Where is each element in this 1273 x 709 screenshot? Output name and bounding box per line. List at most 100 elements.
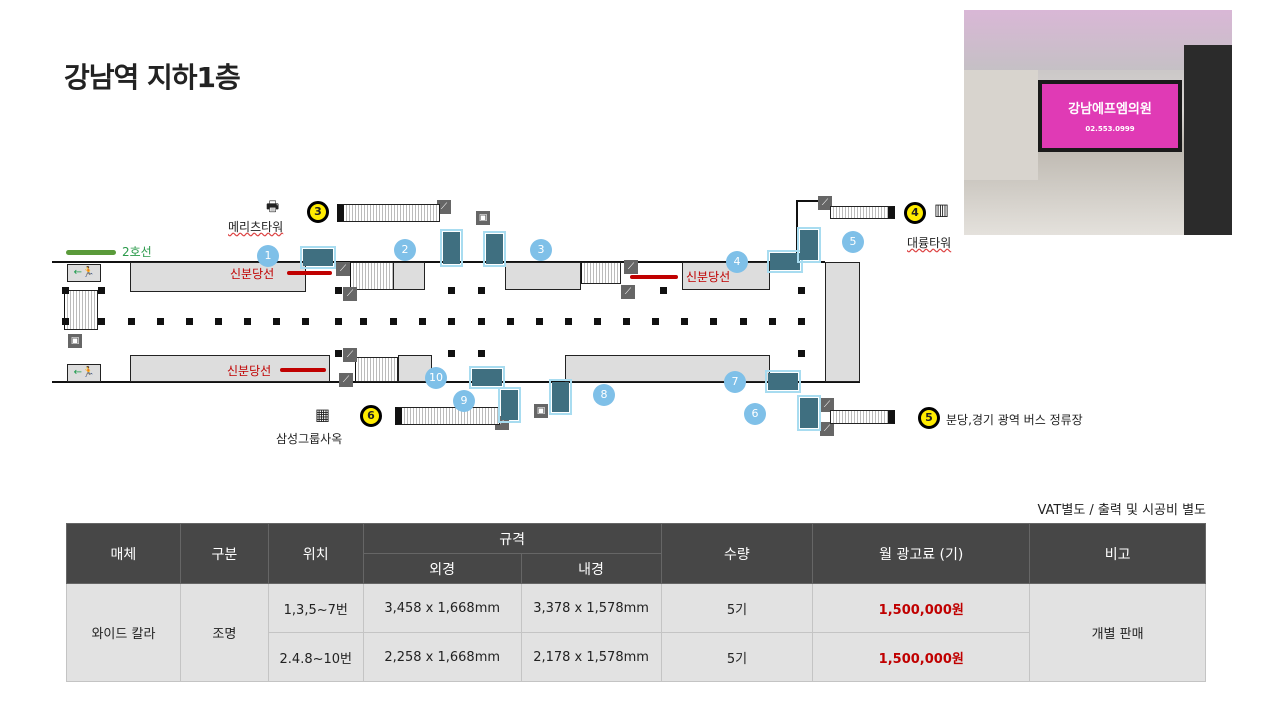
escalator-icon: ⟋ [624,260,638,274]
cell-remark: 개별 판매 [1029,583,1206,682]
elevator-icon: ▣ [68,334,82,348]
cell-outer: 2,258 x 1,668mm [362,632,522,682]
exit-number-5: 5 [918,407,940,429]
wall [796,200,826,202]
sinbundang-arrow [287,271,332,275]
ad-phone: 02.553.0999 [1085,125,1135,133]
header-outer: 외경 [362,553,522,584]
ad-panel-9[interactable] [498,387,521,423]
ad-panel-6[interactable] [797,395,821,431]
ad-panel-1[interactable] [300,246,336,269]
ad-sign-text: 강남에프엠의원 [1068,102,1152,117]
ad-screen: 강남에프엠의원 02.553.0999 [1038,80,1182,152]
price-note: VAT별도 / 출력 및 시공비 별도 [1037,503,1206,518]
sinbundang-label: 신분당선 [686,270,731,284]
exit-escalator [830,410,895,424]
label-meritz-tower: 메리츠타워 [228,220,284,234]
header-media: 매체 [66,523,181,584]
escalator-icon: ⟋ [339,373,353,387]
ad-panel-5[interactable] [797,227,821,263]
label-daeryung-tower: 대륭타워 [907,236,952,250]
cell-fee: 1,500,000원 [812,583,1031,633]
header-fee: 월 광고료 (기) [812,523,1031,584]
marker-6[interactable]: 6 [744,403,766,425]
block [505,262,581,290]
line2-arrow [66,250,116,255]
cell-inner: 3,378 x 1,578mm [520,583,662,633]
label-bus-stop: 분당,경기 광역 버스 정류장 [946,413,1083,427]
header-inner: 내경 [520,553,662,584]
marker-1[interactable]: 1 [257,245,279,267]
line2-label: 2호선 [122,245,152,259]
escalator-icon: ⟋ [343,287,357,301]
cell-outer: 3,458 x 1,668mm [362,583,522,633]
table-row: 와이드 칼라 조명 1,3,5~7번 3,458 x 1,668mm 3,378… [66,583,1206,682]
marker-4[interactable]: 4 [726,251,748,273]
marker-10[interactable]: 10 [425,367,447,389]
cell-location: 2.4.8~10번 [267,632,364,682]
building-icon: ▥ [934,200,950,219]
escalator-icon: ⟋ [336,262,350,276]
table-row: 2.4.8~10번 2,258 x 1,668mm 2,178 x 1,578m… [67,632,1206,682]
exit-number-3: 3 [307,201,329,223]
label-samsung: 삼성그룹사옥 [276,432,343,446]
cell-qty: 5기 [660,583,814,633]
marker-3[interactable]: 3 [530,239,552,261]
pricing-table: 매체 구분 위치 규격 수량 월 광고료 (기) 비고 외경 내경 와이드 칼라… [66,523,1206,682]
exit-escalator [830,206,895,219]
elevator-icon: ▣ [476,211,490,225]
cell-media: 와이드 칼라 [66,583,181,682]
header-remark: 비고 [1029,523,1206,584]
block [682,262,770,290]
marker-7[interactable]: 7 [724,371,746,393]
corridor-wall-top [52,261,825,263]
emergency-exit-sign: ←🏃 [67,264,101,282]
escalator-icon: ⟋ [621,285,635,299]
ad-panel-2[interactable] [440,229,463,267]
emergency-exit-sign: ←🏃 [67,364,101,382]
cell-type: 조명 [179,583,269,682]
escalator-icon: ⟋ [437,200,451,214]
block [393,262,425,290]
cell-fee: 1,500,000원 [812,632,1031,682]
header-location: 위치 [267,523,364,584]
marker-2[interactable]: 2 [394,239,416,261]
marker-5[interactable]: 5 [842,231,864,253]
header-qty: 수량 [660,523,814,584]
elevator-icon: ▣ [534,404,548,418]
pillar [1184,45,1232,235]
sinbundang-label: 신분당선 [227,364,272,378]
exit-escalator [337,204,440,222]
marker-9[interactable]: 9 [453,390,475,412]
sinbundang-arrow [630,275,678,279]
cell-inner: 2,178 x 1,578mm [520,632,662,682]
marker-8[interactable]: 8 [593,384,615,406]
ad-panel-8[interactable] [549,379,572,415]
escalator-icon: ⟋ [820,422,834,436]
ad-panel-4[interactable] [767,250,803,273]
building-icon: ▦ [315,405,331,424]
ad-panel-3[interactable] [483,231,506,267]
header-spec: 규격 [362,523,662,554]
ad-panel-7[interactable] [765,370,801,393]
site-photo: 강남에프엠의원 02.553.0999 [964,10,1232,235]
header-type: 구분 [179,523,269,584]
exit-escalator [395,407,500,425]
block [130,262,306,292]
page-title: 강남역 지하1층 [64,61,241,94]
corridor-wall-bottom [52,381,860,383]
cell-qty: 5기 [660,632,814,682]
block [825,262,860,382]
exit-number-6: 6 [360,405,382,427]
building-icon: 🖶 [266,199,280,215]
sinbundang-arrow [280,368,326,372]
sinbundang-label: 신분당선 [230,267,275,281]
stairs [350,262,394,290]
escalator-icon: ⟋ [818,196,832,210]
exit-number-4: 4 [904,202,926,224]
ad-panel-10[interactable] [469,366,505,389]
stairs [581,262,621,284]
stairs [355,357,398,382]
cell-location: 1,3,5~7번 [267,583,364,633]
stairs [64,290,98,330]
